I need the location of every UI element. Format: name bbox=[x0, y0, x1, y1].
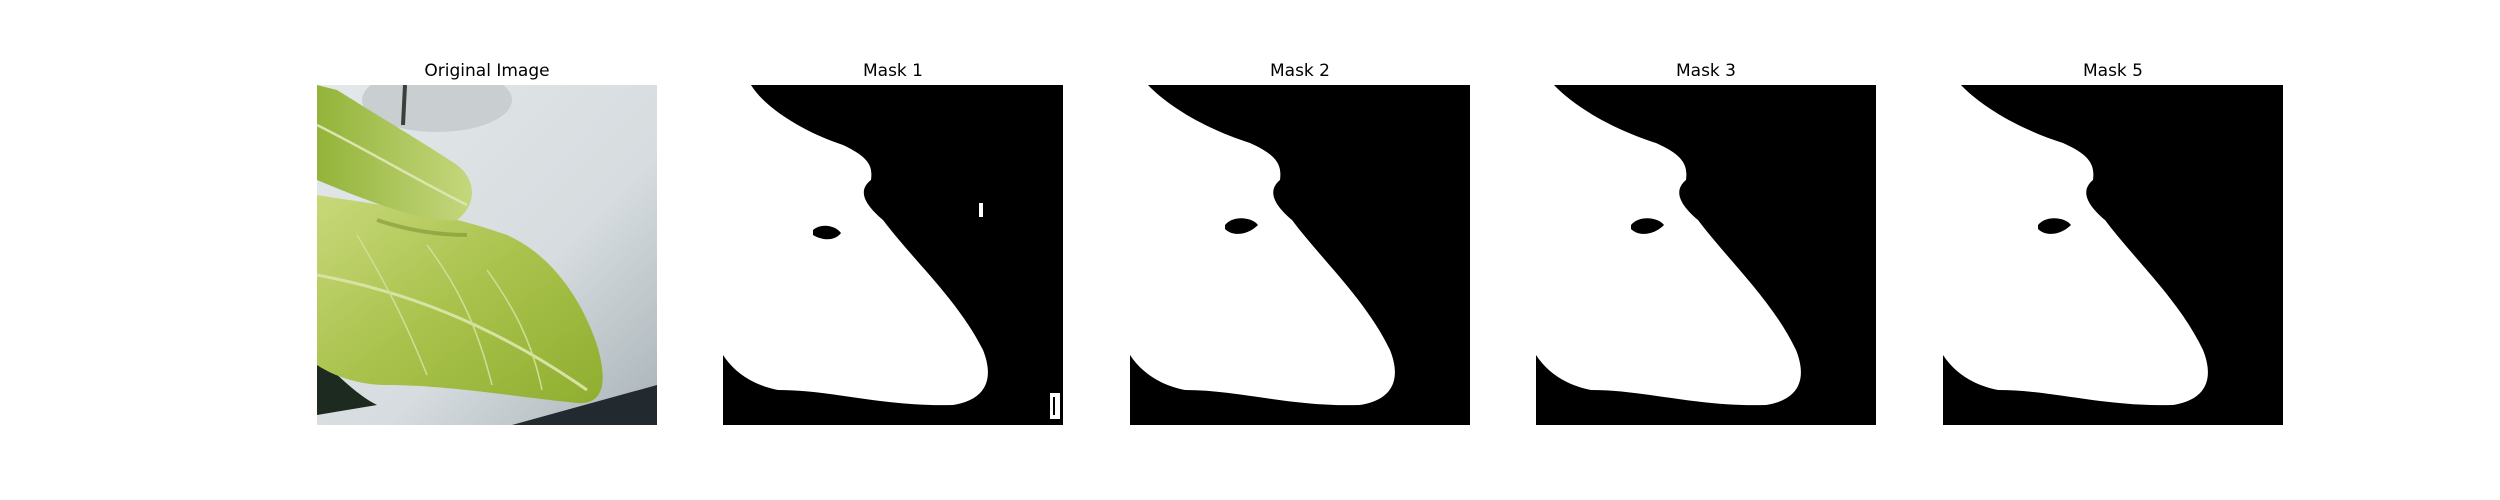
panel-title: Mask 5 bbox=[2082, 61, 2143, 81]
panel-mask-1: Mask 1 bbox=[723, 58, 1063, 425]
panel-title: Mask 2 bbox=[1269, 61, 1330, 81]
panel-mask-3: Mask 3 bbox=[1536, 58, 1876, 425]
panel-title: Mask 1 bbox=[862, 61, 923, 81]
segmentation-mask-icon bbox=[1943, 85, 2283, 425]
mask-image bbox=[723, 85, 1063, 425]
panel-title: Mask 3 bbox=[1675, 61, 1736, 81]
original-image bbox=[317, 85, 657, 425]
segmentation-mask-icon bbox=[1536, 85, 1876, 425]
panel-original-image: Original Image bbox=[317, 58, 657, 425]
panel-mask-5: Mask 5 bbox=[1943, 58, 2283, 425]
segmentation-mask-icon bbox=[1130, 85, 1470, 425]
panel-mask-2: Mask 2 bbox=[1130, 58, 1470, 425]
panel-title: Original Image bbox=[424, 61, 550, 81]
leaf-photo-icon bbox=[317, 85, 657, 425]
mask-image bbox=[1536, 85, 1876, 425]
mask-image bbox=[1943, 85, 2283, 425]
segmentation-mask-icon bbox=[723, 85, 1063, 425]
mask-image bbox=[1130, 85, 1470, 425]
